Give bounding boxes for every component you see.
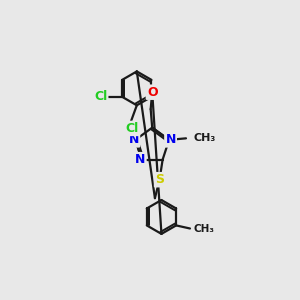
Text: N: N: [135, 153, 146, 166]
Text: CH₃: CH₃: [194, 133, 216, 143]
Text: CH₃: CH₃: [194, 224, 215, 233]
Text: Cl: Cl: [126, 122, 139, 135]
Text: S: S: [155, 173, 164, 186]
Text: N: N: [129, 134, 139, 146]
Text: Cl: Cl: [94, 90, 107, 103]
Text: O: O: [147, 86, 158, 99]
Text: N: N: [165, 134, 176, 146]
